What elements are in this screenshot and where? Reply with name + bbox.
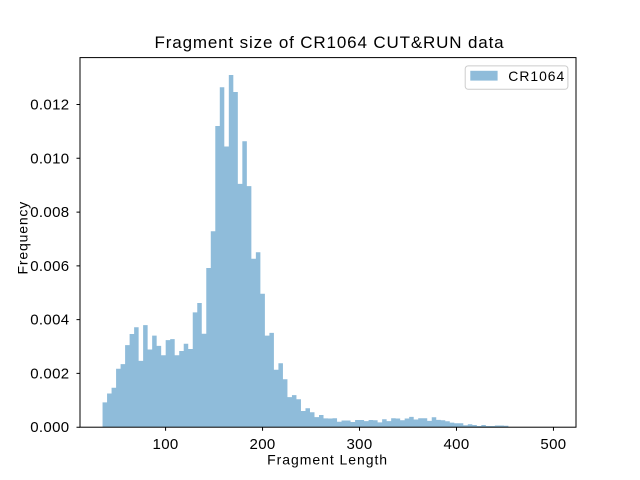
svg-text:0.012: 0.012 [30, 97, 69, 114]
svg-text:300: 300 [346, 436, 372, 453]
svg-text:CR1064: CR1064 [508, 68, 565, 84]
svg-text:0.010: 0.010 [30, 150, 69, 167]
svg-text:0.004: 0.004 [30, 312, 69, 329]
svg-text:0.000: 0.000 [30, 419, 69, 436]
svg-text:400: 400 [443, 436, 469, 453]
svg-text:0.006: 0.006 [30, 258, 69, 275]
svg-text:100: 100 [153, 436, 179, 453]
svg-text:0.002: 0.002 [30, 365, 69, 382]
svg-text:500: 500 [540, 436, 566, 453]
svg-text:Fragment Length: Fragment Length [267, 451, 388, 467]
svg-text:Fragment size of CR1064 CUT&RU: Fragment size of CR1064 CUT&RUN data [155, 33, 505, 52]
svg-text:200: 200 [250, 436, 276, 453]
svg-text:Frequency: Frequency [15, 201, 31, 275]
svg-text:0.008: 0.008 [30, 204, 69, 221]
